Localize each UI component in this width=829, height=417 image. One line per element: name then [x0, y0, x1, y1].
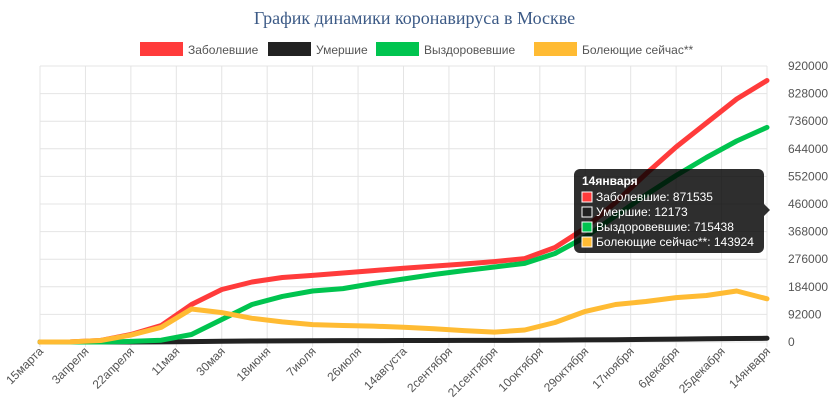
legend-swatch — [534, 42, 577, 56]
grid-lines — [39, 65, 768, 347]
x-tick-label: 26июля — [324, 344, 364, 384]
x-tick-label: 6декабря — [635, 344, 682, 391]
y-tick-label: 184000 — [788, 280, 828, 294]
legend-label: Умершие — [316, 43, 368, 57]
x-tick-label: 18июня — [234, 344, 274, 384]
x-tick-label: 25декабря — [676, 344, 728, 396]
tooltip-line: Болеющие сейчас**: 143924 — [596, 235, 754, 249]
legend-swatch — [376, 42, 419, 56]
legend-label: Заболевшие — [188, 43, 259, 57]
y-tick-label: 552000 — [788, 169, 828, 183]
x-tick-label: 7июля — [284, 344, 319, 379]
y-tick-label: 460000 — [788, 197, 828, 211]
x-tick-label: 15марта — [3, 344, 46, 387]
x-tick-label: 22апреля — [90, 344, 137, 391]
x-tick-label: 30мая — [193, 344, 227, 378]
tooltip-line: Умершие: 12173 — [596, 205, 688, 219]
y-tick-label: 92000 — [788, 307, 822, 321]
y-tick-label: 276000 — [788, 252, 828, 266]
x-tick-label: 3апреля — [49, 344, 92, 387]
tooltip-line: Заболевшие: 871535 — [596, 190, 713, 204]
legend: Заболевшие Умершие Выздоровевшие Болеющие с… — [140, 42, 694, 57]
tooltip-swatch — [581, 236, 593, 248]
legend-swatch — [140, 42, 183, 56]
chart-title: График динамики коронавируса в Москве — [253, 8, 576, 28]
y-axis-labels: 0 92000 184000 276000 368000 460000 552000 6440… — [788, 59, 828, 349]
legend-label: Выздоровевшие — [424, 43, 516, 57]
tooltip-caret — [764, 204, 770, 216]
legend-label: Болеющие сейчас** — [582, 43, 694, 57]
y-tick-label: 736000 — [788, 114, 828, 128]
y-tick-label: 0 — [788, 335, 795, 349]
y-tick-label: 368000 — [788, 225, 828, 239]
x-tick-label: 14августа — [361, 344, 410, 393]
x-tick-label: 14января — [726, 344, 773, 391]
y-tick-label: 644000 — [788, 142, 828, 156]
x-tick-label: 11мая — [149, 344, 183, 378]
legend-swatch — [268, 42, 311, 56]
tooltip-swatch — [581, 206, 593, 218]
tooltip-box — [574, 169, 764, 253]
tooltip-title: 14января — [582, 174, 638, 188]
tooltip-swatch — [581, 191, 593, 203]
x-tick-label: 17ноября — [589, 344, 636, 391]
y-tick-label: 920000 — [788, 59, 828, 73]
x-tick-label: 29октября — [541, 344, 591, 394]
series-line[interactable] — [37, 288, 770, 345]
tooltip-swatch — [581, 221, 593, 233]
y-tick-label: 828000 — [788, 87, 828, 101]
x-tick-label: 10октября — [496, 344, 546, 394]
tooltip-line: Выздоровевшие: 715438 — [596, 220, 734, 234]
